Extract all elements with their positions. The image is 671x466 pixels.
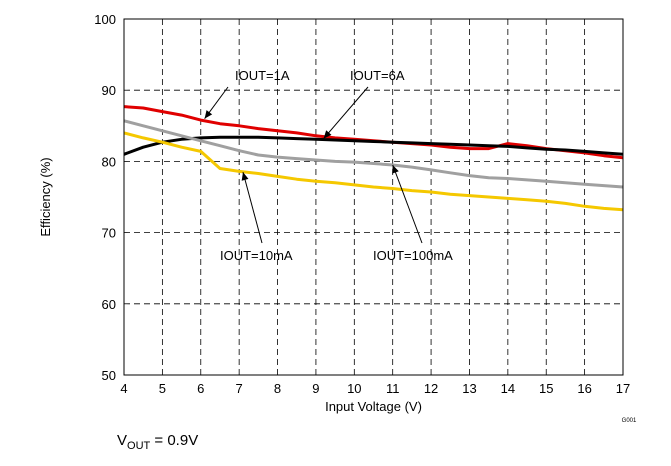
annotations: IOUT=1A IOUT=6A IOUT=10mA IOUT=100mA [204, 68, 453, 263]
annotation-arrowhead [323, 130, 332, 139]
annotation-arrowhead [204, 110, 213, 119]
x-tick-label: 13 [462, 381, 476, 396]
x-tick-label: 12 [424, 381, 438, 396]
y-tick-label: 70 [102, 226, 116, 241]
x-tick-label: 7 [236, 381, 243, 396]
figure-code: G001 [622, 418, 637, 424]
x-tick-label: 15 [539, 381, 553, 396]
series-line-iout-100ma [123, 119, 624, 189]
annotation-arrowhead [392, 164, 399, 174]
annotation-label: IOUT=100mA [373, 248, 453, 263]
annotation-arrowhead [241, 172, 249, 181]
annotation-label: IOUT=6A [350, 68, 405, 83]
caption-prefix: V [117, 432, 128, 449]
plot-frame [123, 18, 624, 376]
annotation-leader [242, 171, 263, 244]
series-line-iout-6a [123, 135, 624, 156]
x-tick-label: 8 [274, 381, 281, 396]
x-tick-label: 9 [312, 381, 319, 396]
vout-caption: VOUT = 0.9V [117, 432, 198, 452]
y-tick-label: 100 [94, 12, 116, 27]
x-tick-label: 14 [501, 381, 515, 396]
series-line-iout-10ma [123, 131, 624, 212]
series-lines [123, 105, 624, 212]
caption-subscript: OUT [127, 440, 151, 452]
y-tick-label: 80 [102, 154, 116, 169]
annotation-label: IOUT=10mA [220, 248, 293, 263]
x-tick-label: 17 [616, 381, 630, 396]
tick-labels: 4 5 6 7 8 9 10 11 12 13 14 15 16 17 50 60 70 80 90 100 [94, 12, 630, 396]
y-tick-label: 60 [102, 297, 116, 312]
annotation-label: IOUT=1A [235, 68, 290, 83]
y-tick-label: 90 [102, 83, 116, 98]
y-axis-title: Efficiency (%) [38, 157, 53, 236]
caption-suffix: = 0.9V [150, 432, 199, 449]
grid [124, 19, 623, 375]
x-tick-label: 6 [197, 381, 204, 396]
x-tick-label: 5 [159, 381, 166, 396]
x-tick-label: 10 [347, 381, 361, 396]
y-tick-label: 50 [102, 368, 116, 383]
x-tick-label: 16 [577, 381, 591, 396]
annotation-leader [392, 164, 423, 244]
annotation-leader [323, 86, 369, 139]
x-axis-title: Input Voltage (V) [325, 399, 422, 414]
x-tick-label: 4 [120, 381, 127, 396]
x-tick-label: 11 [386, 381, 400, 396]
